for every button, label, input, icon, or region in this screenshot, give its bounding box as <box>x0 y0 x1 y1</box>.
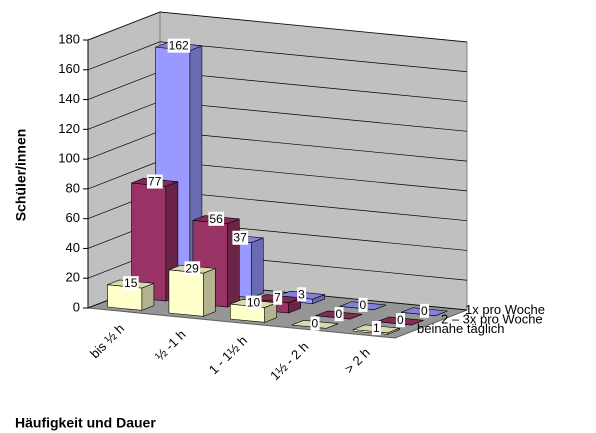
value-label: 1 <box>373 321 380 335</box>
value-label-box <box>419 303 429 318</box>
value-label-box <box>147 174 163 189</box>
value-label: 77 <box>148 175 162 189</box>
value-label-box <box>310 316 320 331</box>
value-label: 10 <box>247 296 261 310</box>
x-tick-label: bis ½ h <box>87 321 127 361</box>
value-label: 0 <box>397 313 404 327</box>
value-label-box <box>273 290 283 305</box>
x-axis-title: Häufigkeit und Dauer <box>15 415 156 431</box>
value-label: 0 <box>312 317 319 331</box>
series-label: 1x pro Woche <box>465 302 545 317</box>
value-label-box <box>245 295 262 310</box>
value-label-box <box>395 313 405 328</box>
y-tick-label: 80 <box>66 180 80 195</box>
y-tick-label: 140 <box>58 91 80 106</box>
value-label: 37 <box>233 231 247 245</box>
value-label: 162 <box>169 39 189 53</box>
value-label: 7 <box>274 291 281 305</box>
y-tick-label: 0 <box>73 299 80 314</box>
grid-line <box>87 11 468 43</box>
x-tick-label: ½ -1 h <box>152 327 189 364</box>
value-label-box <box>334 307 344 322</box>
value-label: 0 <box>360 298 367 312</box>
x-tick-label: > 2 h <box>342 345 373 376</box>
value-label: 15 <box>124 276 138 290</box>
value-label: 3 <box>298 287 305 301</box>
value-label: 0 <box>421 304 428 318</box>
value-label-box <box>232 230 249 245</box>
bar-front <box>168 269 204 317</box>
y-tick-label: 60 <box>66 210 80 225</box>
y-tick-label: 40 <box>66 240 80 255</box>
value-label: 56 <box>209 212 223 226</box>
bar-side <box>202 268 216 317</box>
x-tick-label: 1½ - 2 h <box>267 339 311 383</box>
value-label: 29 <box>185 261 199 275</box>
value-label-box <box>123 276 139 291</box>
x-tick-label: 1 - 1½ h <box>206 333 250 377</box>
value-label-box <box>167 38 191 53</box>
y-tick-label: 120 <box>58 121 80 136</box>
grid-line <box>87 41 468 73</box>
value-label-box <box>358 297 368 312</box>
y-tick-label: 20 <box>66 270 80 285</box>
bar <box>107 279 155 311</box>
y-axis-title: Schüler/innen <box>13 129 29 222</box>
value-label-box <box>184 261 201 276</box>
y-tick-label: 160 <box>58 61 80 76</box>
value-label: 0 <box>336 307 343 321</box>
bar-side <box>250 237 264 299</box>
value-label-box <box>297 287 307 302</box>
series-label: 2 – 3x pro Woche <box>441 311 543 326</box>
series-label: beinahe täglich <box>417 321 504 336</box>
value-label-box <box>371 321 381 336</box>
y-tick-label: 180 <box>58 31 80 46</box>
value-label-box <box>208 211 225 226</box>
y-tick-label: 100 <box>58 151 80 166</box>
